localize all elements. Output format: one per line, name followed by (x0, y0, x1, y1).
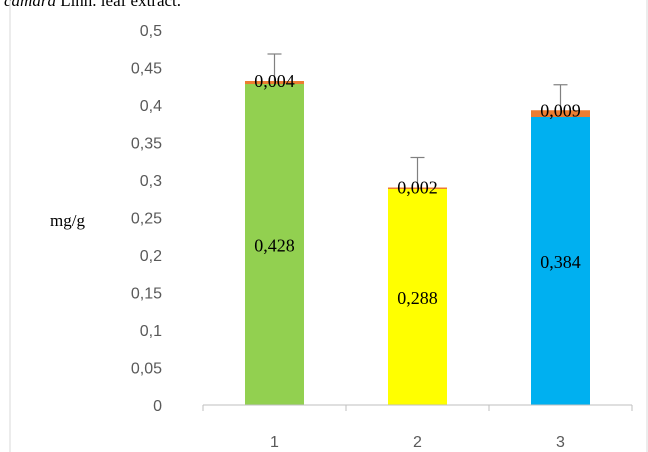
data-label-top: 0,009 (540, 100, 581, 120)
bar-top-2 (388, 187, 447, 189)
y-tick-label: 0,2 (140, 248, 162, 265)
x-tick-label: 3 (556, 434, 565, 451)
y-tick-label: 0,1 (140, 323, 162, 340)
data-label-main: 0,428 (254, 236, 295, 256)
y-tick-label: 0,5 (140, 23, 162, 40)
y-tick-label: 0 (153, 398, 162, 415)
y-axis: 0 0,05 0,1 0,15 0,2 0,25 0,3 0,35 0,4 0,45 0,5 (131, 23, 162, 415)
data-label-main: 0,384 (540, 252, 581, 272)
figure-caption: camara Linn. leaf extract. (4, 0, 181, 11)
bar-main-3 (531, 117, 590, 405)
bar-top-1 (245, 81, 304, 84)
bar-main-2 (388, 189, 447, 405)
data-label-top: 0,004 (254, 71, 295, 91)
data-label-main: 0,288 (397, 288, 438, 308)
bars: 0,428 0,004 0,288 0,002 0,384 0,009 (245, 53, 590, 405)
caption-rest: Linn. leaf extract. (55, 0, 182, 10)
bar-top-3 (531, 110, 590, 117)
x-tick-label: 2 (413, 434, 422, 451)
data-label-top: 0,002 (397, 178, 438, 198)
y-tick-label: 0,45 (131, 61, 162, 78)
y-axis-label: mg/g (50, 211, 85, 230)
y-tick-label: 0,05 (131, 361, 162, 378)
y-tick-label: 0,4 (140, 98, 162, 115)
bar-main-1 (245, 84, 304, 405)
y-tick-label: 0,25 (131, 211, 162, 228)
x-tick-label: 1 (270, 434, 279, 451)
y-tick-label: 0,3 (140, 173, 162, 190)
y-tick-label: 0,35 (131, 136, 162, 153)
caption-italic: camara (4, 0, 56, 10)
y-tick-label: 0,15 (131, 286, 162, 303)
x-axis: 1 2 3 (202, 405, 633, 451)
